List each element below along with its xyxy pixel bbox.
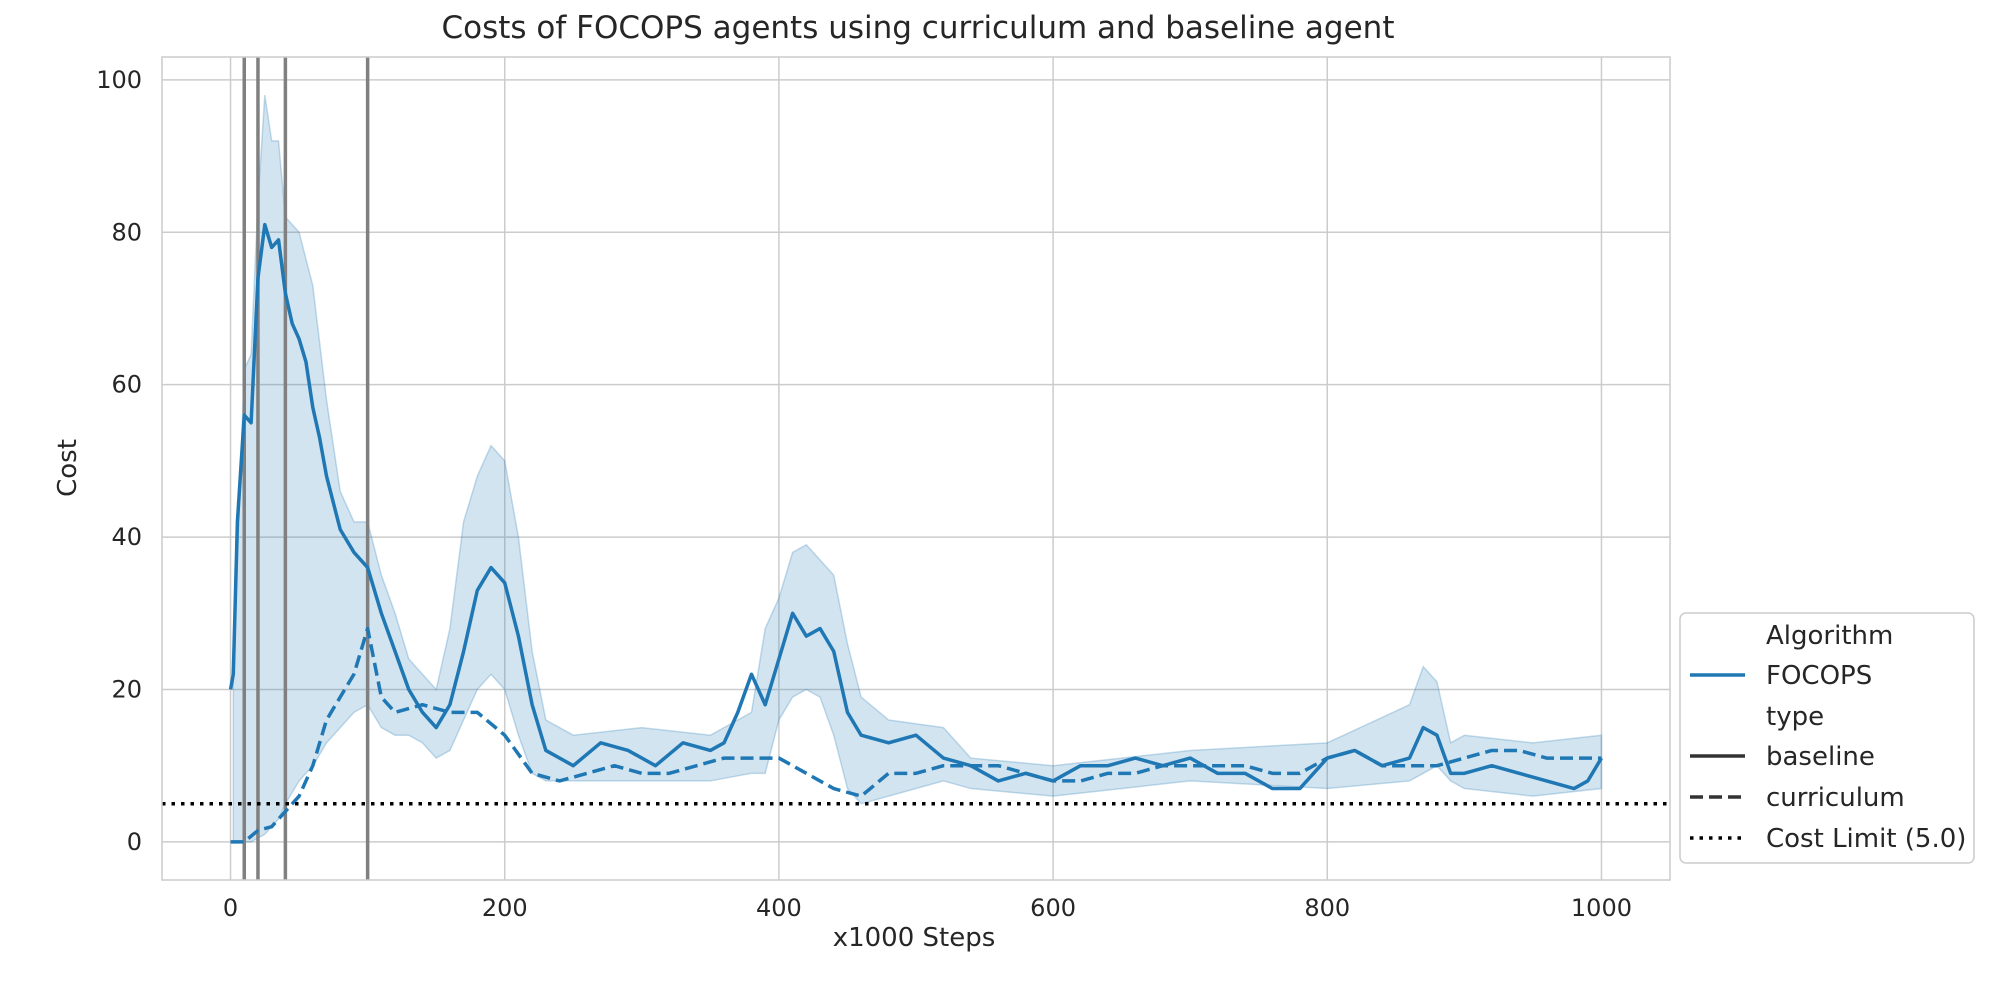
x-tick-label: 0	[223, 894, 238, 922]
legend-entry-curriculum: curriculum	[1766, 783, 1905, 813]
legend-group-algorithm: Algorithm	[1766, 621, 1893, 651]
x-tick-label: 200	[482, 894, 528, 922]
curriculum-switch-lines	[242, 57, 370, 880]
y-tick-label: 100	[96, 66, 142, 94]
series-layer	[228, 222, 1603, 844]
x-axis-label: x1000 Steps	[833, 923, 996, 953]
legend: Algorithm FOCOPS type baseline curriculu…	[1679, 612, 1975, 864]
y-tick-label: 80	[111, 218, 142, 246]
grid	[162, 57, 1670, 880]
legend-group-type: type	[1766, 702, 1824, 732]
y-tick-label: 0	[127, 828, 142, 856]
legend-entry-focops: FOCOPS	[1766, 661, 1872, 691]
confidence-band-layer	[232, 94, 1603, 843]
series-line-curriculum	[230, 626, 1602, 844]
plot-frame	[161, 56, 1671, 881]
x-tick-label: 1000	[1571, 894, 1632, 922]
x-tick-label: 800	[1304, 894, 1350, 922]
x-tick-label: 600	[1030, 894, 1076, 922]
y-tick-labels: 0 20 40 60 80 100	[96, 66, 142, 856]
chart-title: Costs of FOCOPS agents using curriculum …	[442, 10, 1395, 46]
y-tick-label: 20	[111, 675, 142, 703]
legend-entry-cost-limit: Cost Limit (5.0)	[1766, 824, 1966, 854]
confidence-band	[232, 94, 1603, 843]
y-tick-label: 40	[111, 523, 142, 551]
x-tick-labels: 0 200 400 600 800 1000	[223, 894, 1632, 922]
y-axis-label: Cost	[53, 439, 83, 497]
x-tick-label: 400	[756, 894, 802, 922]
y-tick-label: 60	[111, 371, 142, 399]
legend-entry-baseline: baseline	[1766, 742, 1875, 772]
legend-box	[1679, 612, 1975, 864]
